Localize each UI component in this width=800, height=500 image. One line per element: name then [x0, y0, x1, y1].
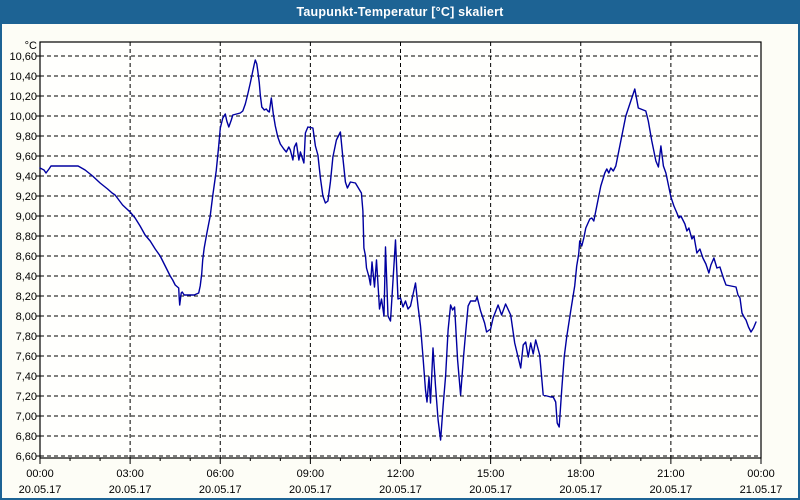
svg-text:20.05.17: 20.05.17 [289, 484, 332, 496]
svg-text:15:00: 15:00 [477, 468, 505, 480]
svg-text:7,60: 7,60 [16, 351, 37, 363]
svg-text:9,40: 9,40 [16, 171, 37, 183]
svg-text:03:00: 03:00 [116, 468, 144, 480]
svg-text:6,80: 6,80 [16, 431, 37, 443]
svg-text:00:00: 00:00 [747, 468, 775, 480]
svg-text:10,60: 10,60 [9, 51, 37, 63]
svg-text:20.05.17: 20.05.17 [559, 484, 602, 496]
y-axis-labels: 10,60 10,40 10,20 10,00 9,80 9,60 9,40 9,20 9,00… [9, 40, 37, 463]
svg-text:8,40: 8,40 [16, 271, 37, 283]
title-bar: Taupunkt-Temperatur [°C] skaliert [0, 0, 800, 24]
svg-text:06:00: 06:00 [206, 468, 234, 480]
svg-text:6,60: 6,60 [16, 451, 37, 463]
chart-area: 10,60 10,40 10,20 10,00 9,80 9,60 9,40 9,20 9,00… [2, 24, 798, 498]
axis-ticks [36, 55, 762, 464]
svg-text:10,20: 10,20 [9, 91, 37, 103]
x-axis-labels: 00:00 20.05.17 03:00 20.05.17 06:00 20.05.17 0… [19, 468, 783, 496]
svg-text:21.05.17: 21.05.17 [740, 484, 783, 496]
svg-text:7,00: 7,00 [16, 411, 37, 423]
svg-text:7,80: 7,80 [16, 331, 37, 343]
svg-text:7,40: 7,40 [16, 371, 37, 383]
svg-text:12:00: 12:00 [387, 468, 415, 480]
svg-text:9,00: 9,00 [16, 211, 37, 223]
svg-text:10,40: 10,40 [9, 71, 37, 83]
grid-lines [40, 42, 761, 458]
svg-text:8,00: 8,00 [16, 311, 37, 323]
svg-text:20.05.17: 20.05.17 [649, 484, 692, 496]
temperature-line [39, 59, 757, 441]
svg-text:20.05.17: 20.05.17 [379, 484, 422, 496]
svg-text:21:00: 21:00 [657, 468, 685, 480]
svg-text:8,20: 8,20 [16, 291, 37, 303]
svg-text:°C: °C [25, 40, 37, 52]
svg-text:18:00: 18:00 [567, 468, 595, 480]
svg-text:9,60: 9,60 [16, 151, 37, 163]
chart-title: Taupunkt-Temperatur [°C] skaliert [296, 5, 504, 19]
svg-text:8,80: 8,80 [16, 231, 37, 243]
chart-canvas: 10,60 10,40 10,20 10,00 9,80 9,60 9,40 9,20 9,00… [9, 40, 783, 496]
svg-text:09:00: 09:00 [297, 468, 325, 480]
svg-text:20.05.17: 20.05.17 [199, 484, 242, 496]
svg-text:20.05.17: 20.05.17 [19, 484, 62, 496]
svg-text:10,00: 10,00 [9, 111, 37, 123]
svg-text:20.05.17: 20.05.17 [109, 484, 152, 496]
svg-text:00:00: 00:00 [26, 468, 54, 480]
svg-text:9,80: 9,80 [16, 131, 37, 143]
svg-text:9,20: 9,20 [16, 191, 37, 203]
svg-text:20.05.17: 20.05.17 [469, 484, 512, 496]
svg-text:7,20: 7,20 [16, 391, 37, 403]
svg-text:8,60: 8,60 [16, 251, 37, 263]
